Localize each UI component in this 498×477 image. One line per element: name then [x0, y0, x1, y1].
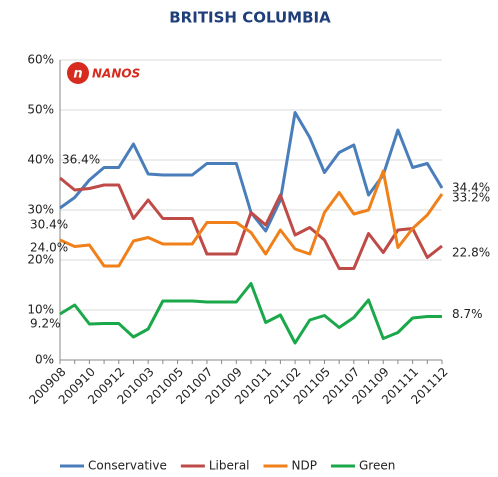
y-tick-label: 50%	[27, 103, 54, 117]
logo-text: NANOS	[92, 67, 140, 81]
y-tick-label: 10%	[27, 303, 54, 317]
data-label: 36.4%	[62, 153, 100, 167]
y-tick-label: 0%	[35, 353, 54, 367]
legend-label: Conservative	[88, 459, 167, 473]
y-tick-label: 30%	[27, 203, 54, 217]
legend-label: Liberal	[209, 459, 250, 473]
legend-label: NDP	[292, 459, 317, 473]
data-label: 24.0%	[30, 241, 68, 255]
y-tick-label: 40%	[27, 153, 54, 167]
series-line	[59, 169, 444, 268]
logo-glyph: n	[73, 67, 82, 82]
y-tick-label: 20%	[27, 253, 54, 267]
series-line	[59, 282, 442, 345]
series-line	[59, 176, 443, 270]
chart-title: BRITISH COLUMBIA	[169, 9, 331, 27]
y-tick-label: 60%	[27, 53, 54, 67]
legend-label: Green	[359, 459, 395, 473]
data-label: 8.7%	[452, 307, 483, 321]
logo-icon	[67, 62, 89, 84]
data-label: 30.4%	[30, 218, 68, 232]
data-label: 9.2%	[30, 317, 61, 331]
data-label: 34.4%	[452, 181, 490, 195]
data-label: 22.8%	[452, 246, 490, 260]
data-label: 33.2%	[452, 191, 490, 205]
